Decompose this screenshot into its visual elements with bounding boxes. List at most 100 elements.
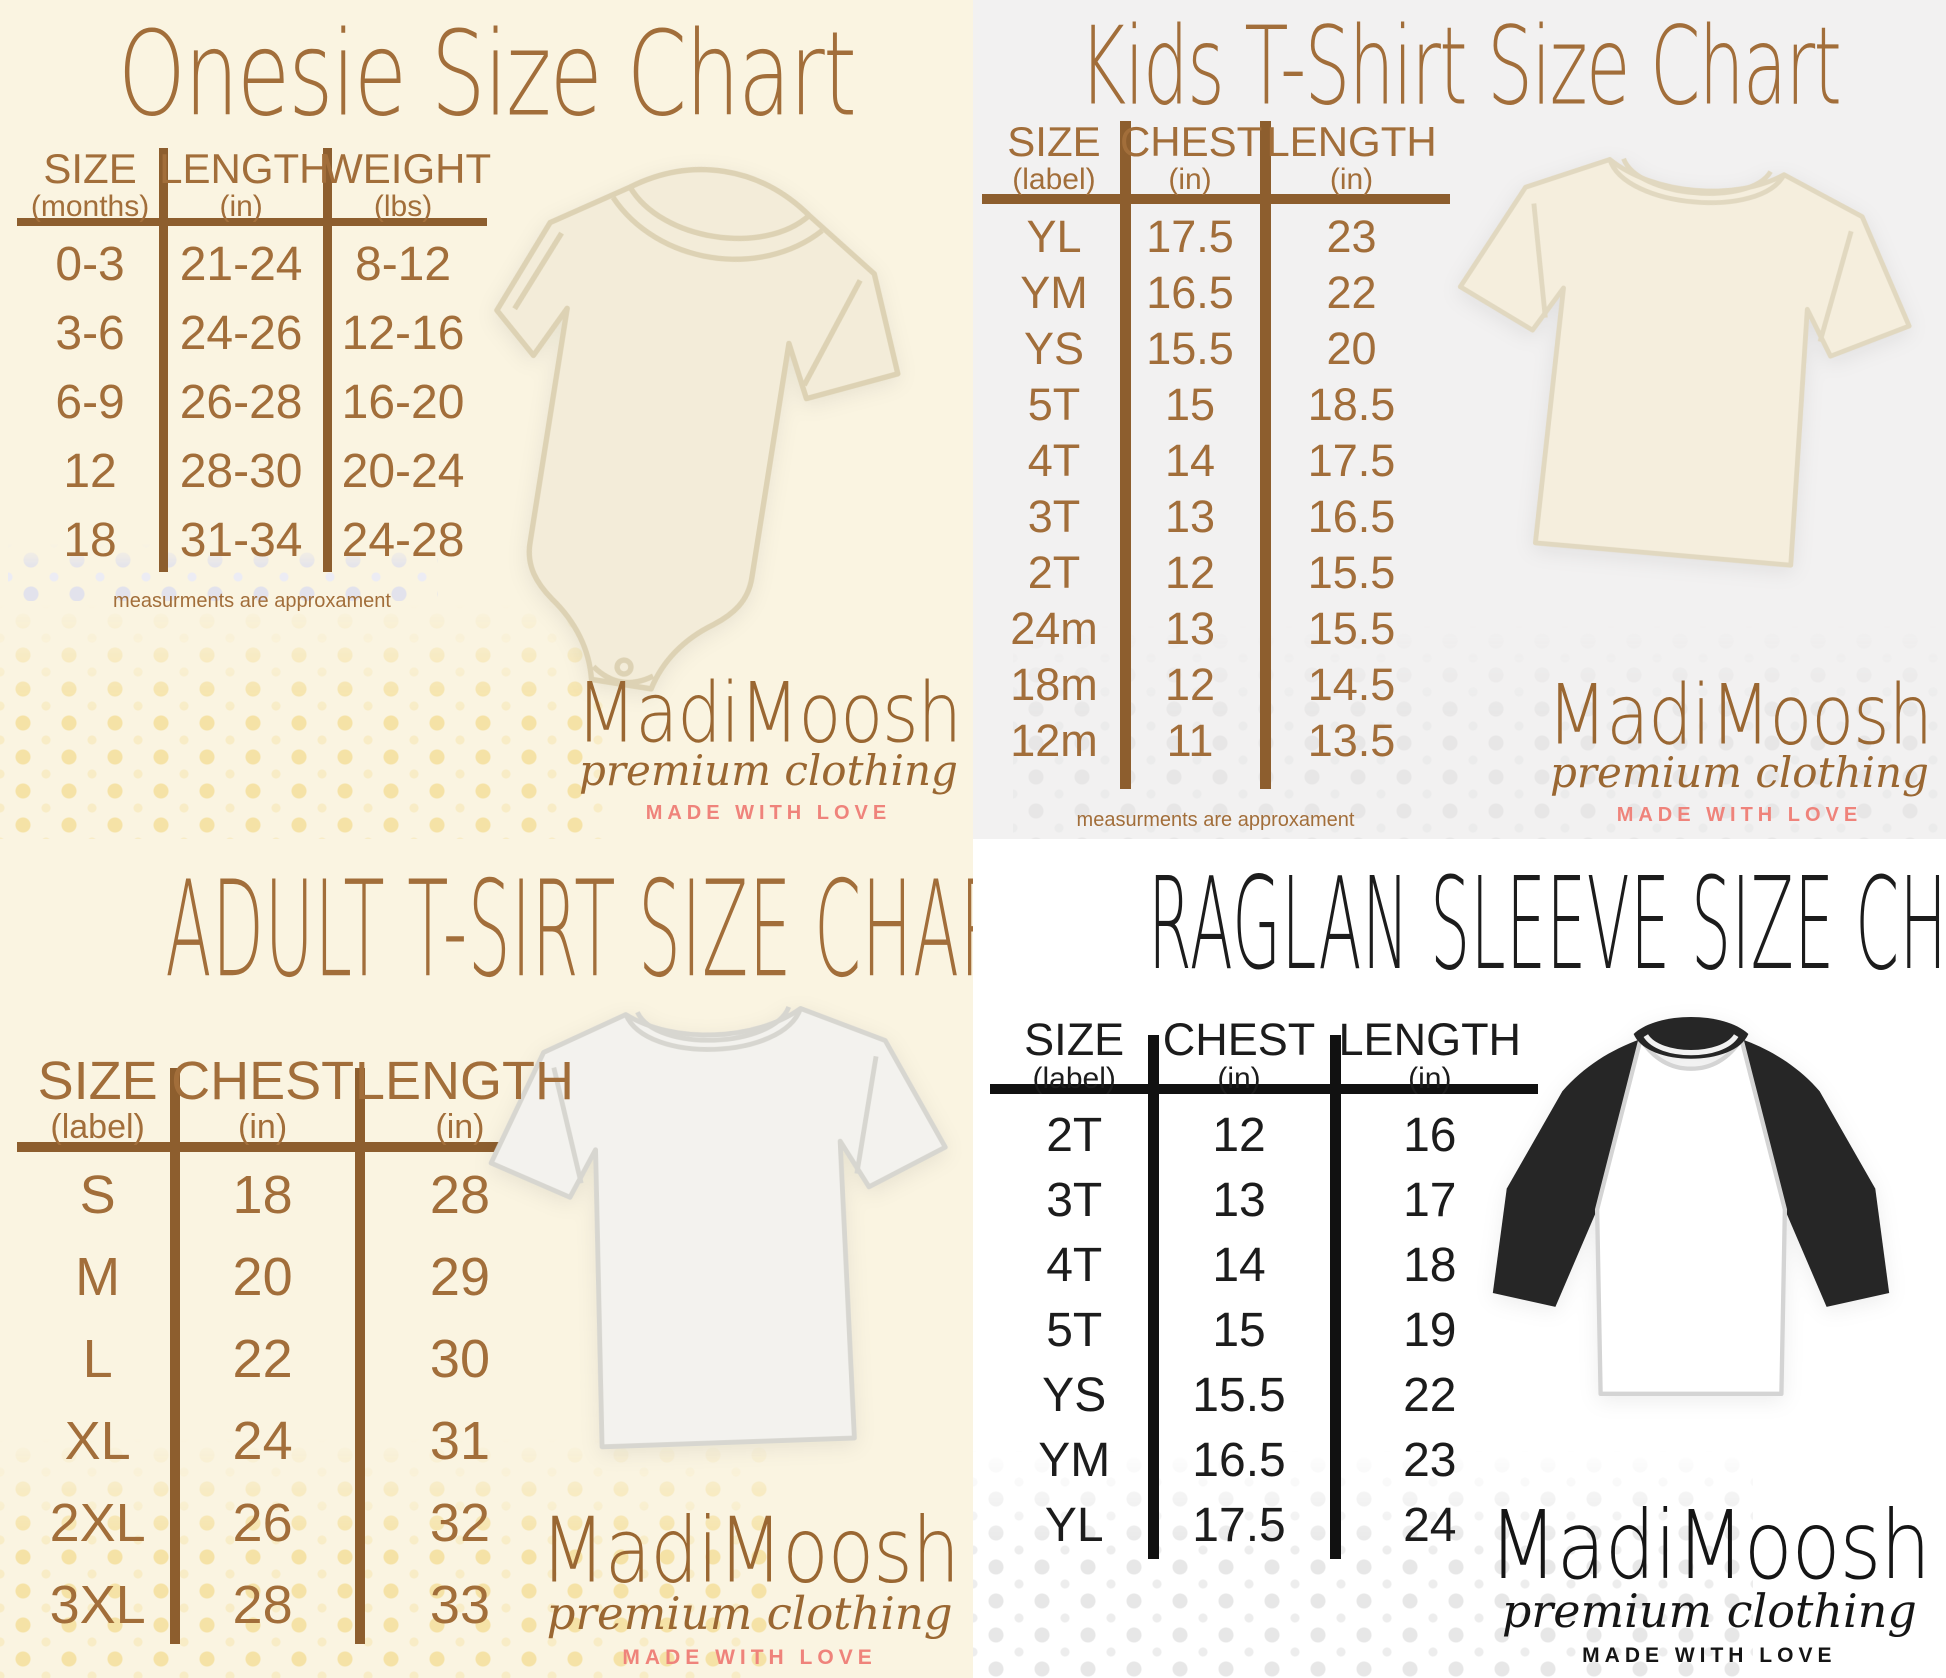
table-cell: 18: [232, 1165, 293, 1225]
table-cell: 5T: [1046, 1303, 1103, 1357]
table-cell: 15.5: [1192, 1368, 1286, 1422]
table-cell: 13.5: [1307, 714, 1396, 766]
brand-motto: MADE WITH LOVE: [1582, 1644, 1837, 1667]
table-body: YL 17.5 23 YM 16.5 22 YS 15.5 20 5T 15 18.5 4T 14 17.5…: [988, 208, 1443, 768]
table-column-divider: [1120, 121, 1131, 789]
table-cell: 3T: [1046, 1173, 1103, 1227]
table-cell: 23: [1326, 210, 1377, 262]
table-cell: 15.5: [1307, 602, 1396, 654]
table-cell: 28: [232, 1575, 293, 1635]
onesie-image: [397, 79, 967, 793]
table-cell: 32: [429, 1493, 490, 1553]
table-cell: YS: [1042, 1368, 1107, 1422]
table-cell: 33: [429, 1575, 490, 1635]
table-cell: 6-9: [55, 375, 125, 429]
column-header: LENGTH (in): [354, 1051, 574, 1146]
table-cell: 13: [1164, 490, 1216, 542]
table-cell: 15.5: [1307, 546, 1396, 598]
table-header-rule: [17, 218, 487, 226]
table-column-divider: [159, 148, 168, 572]
brand-motto: MADE WITH LOVE: [622, 1646, 877, 1669]
table-cell: L: [82, 1329, 113, 1389]
table-cell: 31: [429, 1411, 490, 1471]
table-body: 2T 12 16 3T 13 17 4T 14 18 5T 15 19 YS 15.5 22 YM 16.5 23…: [1000, 1103, 1530, 1558]
table-cell: 12: [1164, 658, 1216, 710]
table-column-divider: [1330, 1035, 1341, 1559]
table-cell: 5T: [1027, 378, 1081, 430]
table-cell: 15: [1212, 1303, 1266, 1357]
table-header-rule: [982, 194, 1450, 204]
table-cell: 8-12: [355, 237, 452, 291]
table-cell: 2T: [1027, 546, 1081, 598]
table-cell: 17: [1403, 1173, 1457, 1227]
table-cell: 12m: [1010, 714, 1098, 766]
table-body: S 18 28 M 20 29 L 22 30 XL 24 31 2XL 26 32 3XL 28 33: [25, 1154, 565, 1646]
column-header: CHEST (in): [171, 1051, 355, 1146]
table-column-divider: [355, 1068, 365, 1644]
table-header-row: SIZE (label) CHEST (in) LENGTH (in): [988, 121, 1443, 195]
table-cell: 3-6: [55, 306, 125, 360]
table-cell: 18m: [1010, 658, 1098, 710]
table-cell: YM: [1020, 266, 1088, 318]
brand-name: MadiMoosh: [575, 664, 962, 762]
brand-name: MadiMoosh: [1546, 666, 1933, 764]
table-cell: 20: [232, 1247, 293, 1307]
table-cell: 16-20: [341, 375, 465, 429]
table-cell: 28-30: [179, 444, 303, 498]
table-cell: 26-28: [179, 375, 303, 429]
page-title: Kids T-Shirt Size Chart: [1078, 4, 1842, 130]
table-cell: YL: [1026, 210, 1082, 262]
table-cell: 12: [1212, 1108, 1266, 1162]
table-column-divider: [170, 1068, 180, 1644]
table-cell: 13: [1164, 602, 1216, 654]
table-header-row: SIZE (months) LENGTH (in) WEIGHT (lbs): [21, 145, 491, 223]
table-cell: 22: [232, 1329, 293, 1389]
column-header: SIZE (months): [30, 145, 150, 223]
table-cell: 4T: [1046, 1238, 1103, 1292]
table-cell: M: [75, 1247, 121, 1307]
table-cell: 0-3: [55, 237, 125, 291]
table-cell: 23: [1403, 1433, 1457, 1487]
onesie-chart-panel: Onesie Size Chart SIZE (months) LENGTH (in)…: [0, 0, 973, 839]
table-cell: 24-26: [179, 306, 303, 360]
brand-motto: MADE WITH LOVE: [645, 802, 892, 824]
kids-tshirt-image: [1408, 91, 1946, 619]
brand-name: MadiMoosh: [540, 1497, 960, 1603]
table-cell: YS: [1023, 322, 1084, 374]
table-cell: 30: [429, 1329, 490, 1389]
brand-name: MadiMoosh: [1488, 1490, 1931, 1601]
raglan-chart-panel: RAGLAN SLEEVE SIZE CHART SIZE(label) CHES…: [973, 839, 1946, 1678]
table-cell: 29: [429, 1247, 490, 1307]
table-cell: 20-24: [341, 444, 465, 498]
table-cell: 17.5: [1146, 210, 1234, 262]
column-header: SIZE (label): [1007, 118, 1101, 196]
table-body: 0-3 21-24 8-12 3-6 24-26 12-16 6-9 26-28 16-20 12…: [21, 230, 483, 575]
brand-logo: MadiMoosh premium clothing MADE WITH LOV…: [576, 672, 962, 825]
table-header-rule: [17, 1142, 573, 1152]
table-cell: 14: [1164, 434, 1216, 486]
page-title: Onesie Size Chart: [117, 6, 857, 143]
kids-tshirt-chart-panel: Kids T-Shirt Size Chart SIZE (label) CHEST…: [973, 0, 1946, 839]
column-header: CHEST (in): [1119, 118, 1263, 196]
table-cell: 11: [1166, 714, 1214, 766]
table-cell: 31-34: [179, 513, 303, 567]
table-cell: S: [79, 1165, 116, 1225]
table-column-divider: [323, 148, 332, 572]
table-cell: 3T: [1027, 490, 1081, 542]
table-cell: 16: [1403, 1108, 1457, 1162]
table-cell: 19: [1403, 1303, 1457, 1357]
table-cell: 21-24: [179, 237, 303, 291]
table-header-row: SIZE (label) CHEST (in) LENGTH (in): [1000, 1017, 1530, 1094]
table-cell: 26: [232, 1493, 293, 1553]
measurement-note: measurments are approxament: [1076, 809, 1355, 831]
table-cell: 12: [63, 444, 117, 498]
brand-tagline: premium clothing: [579, 746, 958, 795]
table-cell: 24: [232, 1411, 293, 1471]
table-cell: 2T: [1046, 1108, 1103, 1162]
table-cell: 17.5: [1307, 434, 1396, 486]
table-header-rule: [990, 1084, 1538, 1094]
table-cell: 28: [429, 1165, 490, 1225]
table-cell: 12: [1164, 546, 1216, 598]
table-cell: 16.5: [1146, 266, 1234, 318]
